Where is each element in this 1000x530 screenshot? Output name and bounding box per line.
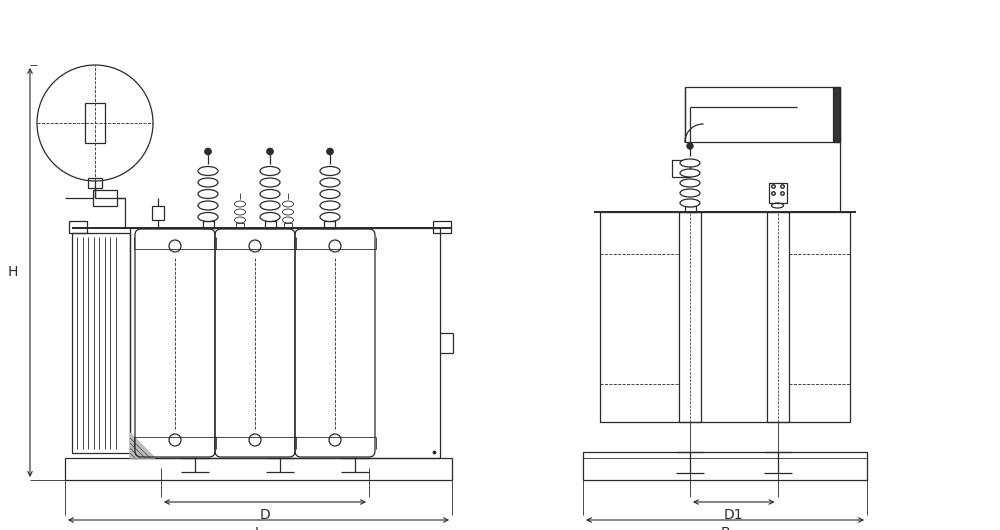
- Bar: [600, 212, 850, 422]
- Ellipse shape: [198, 166, 218, 175]
- Bar: [284, 223, 292, 228]
- Ellipse shape: [320, 178, 340, 187]
- Ellipse shape: [260, 178, 280, 187]
- Bar: [130, 228, 440, 458]
- Ellipse shape: [260, 190, 280, 199]
- Bar: [236, 223, 244, 228]
- Ellipse shape: [198, 201, 218, 210]
- Ellipse shape: [320, 166, 340, 175]
- Ellipse shape: [680, 159, 700, 167]
- Bar: [583, 452, 867, 480]
- Text: L: L: [255, 526, 262, 530]
- Text: H: H: [8, 266, 18, 279]
- Ellipse shape: [320, 201, 340, 210]
- Text: D1: D1: [724, 508, 744, 522]
- Bar: [69, 221, 87, 233]
- Bar: [72, 233, 130, 453]
- Ellipse shape: [320, 213, 340, 222]
- Ellipse shape: [283, 217, 294, 223]
- Polygon shape: [130, 433, 155, 458]
- Bar: [85, 103, 105, 143]
- Bar: [152, 206, 164, 220]
- Ellipse shape: [234, 201, 246, 207]
- Ellipse shape: [234, 217, 246, 223]
- Circle shape: [266, 148, 274, 155]
- Ellipse shape: [198, 190, 218, 199]
- Ellipse shape: [680, 169, 700, 177]
- Ellipse shape: [680, 179, 700, 187]
- Bar: [202, 221, 214, 228]
- Ellipse shape: [772, 203, 784, 208]
- Bar: [88, 178, 102, 188]
- Bar: [324, 221, 335, 228]
- Ellipse shape: [283, 209, 294, 215]
- Bar: [685, 206, 696, 212]
- Bar: [685, 87, 840, 142]
- Ellipse shape: [680, 199, 700, 207]
- Circle shape: [205, 148, 212, 155]
- Bar: [767, 212, 788, 422]
- Ellipse shape: [234, 209, 246, 215]
- Text: D: D: [260, 508, 270, 522]
- Bar: [433, 221, 451, 233]
- Bar: [768, 183, 786, 203]
- Bar: [264, 221, 276, 228]
- Ellipse shape: [260, 213, 280, 222]
- Bar: [93, 190, 117, 206]
- Circle shape: [326, 148, 334, 155]
- Ellipse shape: [198, 213, 218, 222]
- Ellipse shape: [283, 201, 294, 207]
- Ellipse shape: [320, 190, 340, 199]
- Bar: [679, 212, 701, 422]
- Bar: [65, 458, 452, 480]
- Bar: [672, 160, 690, 177]
- Ellipse shape: [198, 178, 218, 187]
- Bar: [833, 87, 840, 142]
- Ellipse shape: [260, 201, 280, 210]
- Circle shape: [687, 143, 693, 149]
- Ellipse shape: [260, 166, 280, 175]
- Text: B: B: [720, 526, 730, 530]
- Ellipse shape: [680, 189, 700, 197]
